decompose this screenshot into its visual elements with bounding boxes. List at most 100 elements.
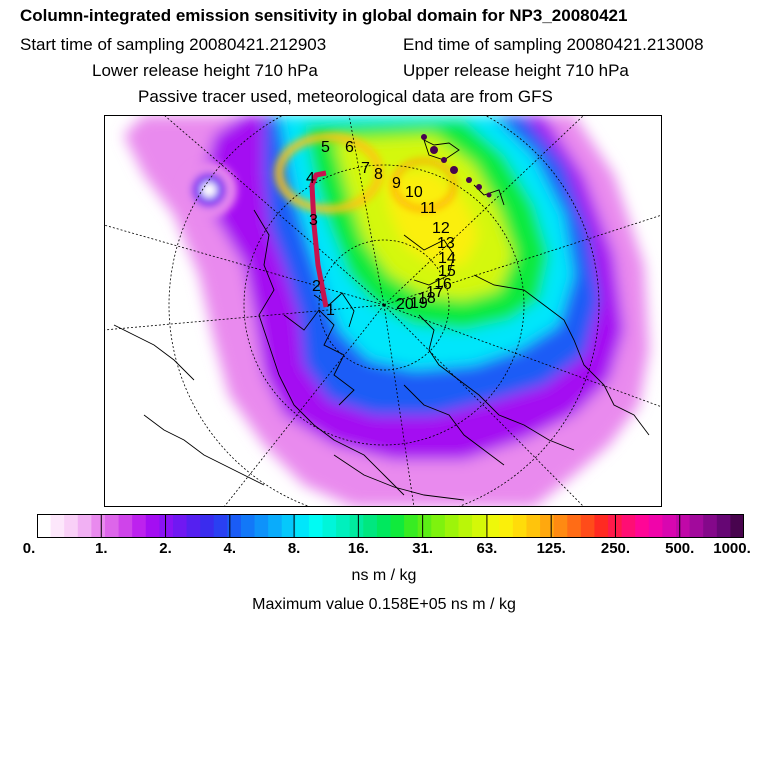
colorbar-swatch (268, 514, 283, 538)
colorbar-swatch (308, 514, 324, 538)
colorbar-swatch (567, 514, 582, 538)
colorbar-swatch (553, 514, 568, 538)
colorbar-swatch (404, 514, 419, 538)
colorbar-swatch (526, 514, 541, 538)
track-label: 4 (306, 170, 315, 187)
track-label: 10 (405, 184, 423, 201)
colorbar (37, 514, 744, 538)
colorbar-swatch (662, 514, 677, 538)
graticule (104, 115, 662, 507)
colorbar-swatch (186, 514, 201, 538)
colorbar-swatch (689, 514, 704, 538)
track-label: 18 (418, 290, 436, 307)
colorbar-swatch (132, 514, 147, 538)
colorbar-swatch (431, 514, 446, 538)
track-label: 2 (312, 278, 321, 295)
colorbar-swatch (50, 514, 65, 538)
colorbar-swatch (676, 514, 691, 538)
colorbar-swatch (227, 514, 242, 538)
colorbar-swatch (485, 514, 500, 538)
colorbar-swatch (200, 514, 215, 538)
colorbar-tick-label: 8. (287, 540, 301, 557)
track-label: 12 (432, 220, 450, 237)
colorbar-swatch (104, 514, 120, 538)
colorbar-swatch (458, 514, 473, 538)
track-label: 9 (392, 175, 401, 192)
sensitivity-field (124, 115, 649, 507)
track-label: 17 (426, 284, 444, 301)
colorbar-tick-label: 1000. (713, 540, 751, 557)
track-label: 8 (374, 166, 383, 183)
colorbar-swatch (417, 514, 432, 538)
colorbar-swatch (295, 514, 310, 538)
colorbar-swatch (91, 514, 106, 538)
colorbar-swatch (336, 514, 351, 538)
colorbar-swatch (730, 514, 744, 538)
colorbar-swatch (349, 514, 364, 538)
colorbar-swatch (540, 514, 555, 538)
colorbar-swatch (172, 514, 188, 538)
colorbar-swatch (499, 514, 514, 538)
colorbar-tick-label: 63. (476, 540, 498, 557)
colorbar-swatch (145, 514, 160, 538)
colorbar-swatch (118, 514, 133, 538)
colorbar-swatch (240, 514, 256, 538)
colorbar-swatch (716, 514, 732, 538)
track-label: 5 (321, 139, 330, 156)
colorbar-swatch (213, 514, 228, 538)
colorbar-swatch (703, 514, 718, 538)
colorbar-tick-label: 4. (223, 540, 237, 557)
colorbar-tick-label: 31. (412, 540, 434, 557)
colorbar-swatch (159, 514, 174, 538)
track-label: 13 (437, 235, 455, 252)
colorbar-tick-label: 2. (159, 540, 172, 557)
coastlines (113, 139, 650, 501)
track-label: 14 (438, 250, 456, 267)
track-label: 16 (434, 276, 452, 293)
field-swirl-center (201, 182, 217, 198)
track-label: 7 (361, 160, 370, 177)
flight-track (309, 170, 329, 308)
colorbar-swatch (390, 514, 405, 538)
colorbar-tick-label: 125. (536, 540, 566, 557)
colorbar-tick-label: 1. (95, 540, 108, 557)
colorbar-swatch (254, 514, 269, 538)
end-time: End time of sampling 20080421.213008 (403, 35, 704, 54)
upper-release-height: Upper release height 710 hPa (403, 61, 629, 80)
track-label: 19 (410, 295, 428, 312)
colorbar-swatch (322, 514, 337, 538)
colorbar-swatch (472, 514, 487, 538)
sensitivity-map: 1 2 3 4 5 6 7 8 9 10 11 12 13 14 15 16 1… (104, 115, 662, 507)
field-yellow-inner (384, 170, 479, 265)
lower-release-height: Lower release height 710 hPa (92, 61, 318, 80)
track-labels: 1 2 3 4 5 6 7 8 9 10 11 12 13 14 15 16 1… (306, 139, 456, 319)
colorbar-swatch (77, 514, 92, 538)
colorbar-tick-label: 16. (347, 540, 369, 557)
track-label: 11 (420, 200, 437, 217)
track-label: 3 (309, 212, 318, 229)
colorbar-swatch (621, 514, 636, 538)
colorbar-swatch (580, 514, 596, 538)
plot-title: Column-integrated emission sensitivity i… (20, 6, 628, 25)
colorbar-tick-label: 0. (22, 540, 36, 557)
colorbar-swatch (376, 514, 392, 538)
field-orange-ring (275, 133, 383, 213)
colorbar-swatch (594, 514, 609, 538)
colorbar-swatch (281, 514, 296, 538)
track-label: 20 (396, 296, 414, 313)
colorbar-tick-label: 500. (665, 540, 695, 557)
maximum-value: Maximum value 0.158E+05 ns m / kg (252, 596, 516, 613)
start-time: Start time of sampling 20080421.212903 (20, 35, 327, 54)
field-orange-ring2 (391, 158, 457, 212)
tracer-note: Passive tracer used, meteorological data… (138, 87, 553, 106)
colorbar-swatch (64, 514, 79, 538)
colorbar-frame (37, 514, 744, 538)
track-label: 15 (438, 263, 456, 280)
colorbar-swatch (635, 514, 650, 538)
colorbar-swatch (512, 514, 528, 538)
colorbar-swatch (648, 514, 664, 538)
colorbar-swatch (363, 514, 378, 538)
colorbar-tick-label: 250. (600, 540, 631, 557)
track-label: 1 (326, 302, 335, 319)
colorbar-swatch (444, 514, 460, 538)
